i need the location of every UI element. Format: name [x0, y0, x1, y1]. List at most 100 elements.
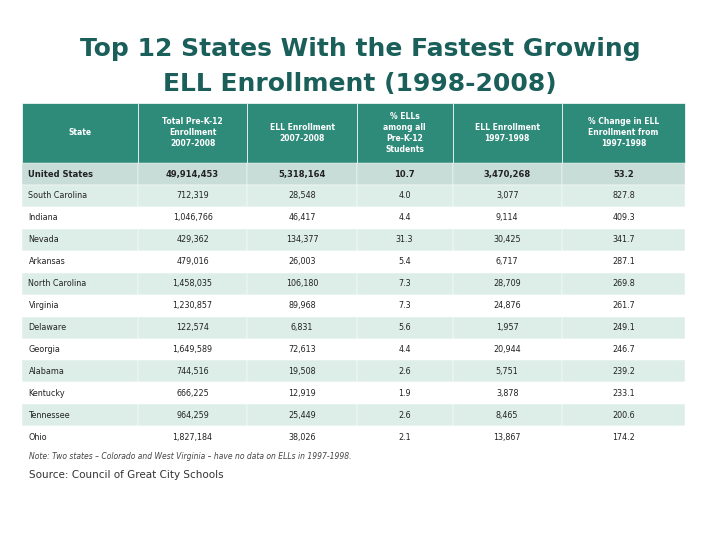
Text: 12,919: 12,919	[288, 389, 316, 398]
Text: 827.8: 827.8	[612, 192, 635, 200]
Text: 20,944: 20,944	[493, 345, 521, 354]
Bar	[138, 316, 248, 339]
Text: 1,827,184: 1,827,184	[173, 433, 212, 442]
Text: Note: Two states – Colorado and West Virginia – have no data on ELLs in 1997-199: Note: Two states – Colorado and West Vir…	[29, 452, 351, 461]
Text: 1,957: 1,957	[496, 323, 518, 332]
Text: 1,458,035: 1,458,035	[173, 279, 212, 288]
Text: State: State	[68, 129, 91, 137]
Text: 49,914,453: 49,914,453	[166, 170, 219, 179]
Text: Alabama: Alabama	[29, 367, 64, 376]
Text: 4.0: 4.0	[398, 192, 411, 200]
Text: 5.4: 5.4	[398, 257, 411, 266]
Text: ELL Enrollment (1998-2008): ELL Enrollment (1998-2008)	[163, 72, 557, 96]
Bar	[562, 207, 685, 229]
Text: 246.7: 246.7	[612, 345, 635, 354]
Bar	[562, 251, 685, 273]
Bar	[453, 382, 562, 404]
Bar	[453, 339, 562, 361]
Bar	[22, 207, 138, 229]
Text: 712,319: 712,319	[176, 192, 209, 200]
Text: 6,717: 6,717	[496, 257, 518, 266]
Text: 341.7: 341.7	[612, 235, 635, 244]
Bar	[138, 251, 248, 273]
Bar	[453, 361, 562, 382]
Bar	[248, 207, 357, 229]
Text: 134,377: 134,377	[286, 235, 318, 244]
Text: 744,516: 744,516	[176, 367, 209, 376]
Bar	[138, 185, 248, 207]
Bar	[453, 185, 562, 207]
Text: ELL Enrollment
2007-2008: ELL Enrollment 2007-2008	[269, 123, 335, 143]
Bar	[357, 382, 452, 404]
Bar	[357, 339, 452, 361]
Bar	[22, 404, 138, 426]
Bar	[562, 163, 685, 185]
Bar	[357, 273, 452, 295]
Text: Total Pre-K-12
Enrollment
2007-2008: Total Pre-K-12 Enrollment 2007-2008	[162, 117, 223, 148]
Bar	[248, 251, 357, 273]
Text: 5.6: 5.6	[398, 323, 411, 332]
Bar	[562, 339, 685, 361]
Text: 53.2: 53.2	[613, 170, 634, 179]
Text: Virginia: Virginia	[29, 301, 59, 310]
Text: 31.3: 31.3	[396, 235, 413, 244]
Text: % ELLs
among all
Pre-K-12
Students: % ELLs among all Pre-K-12 Students	[383, 112, 426, 154]
Text: % Change in ELL
Enrollment from
1997-1998: % Change in ELL Enrollment from 1997-199…	[588, 117, 659, 148]
Bar	[138, 207, 248, 229]
Bar	[357, 361, 452, 382]
Bar	[138, 426, 248, 448]
Text: 233.1: 233.1	[612, 389, 635, 398]
Bar	[357, 103, 452, 163]
Bar	[562, 273, 685, 295]
Bar	[248, 426, 357, 448]
Text: 409.3: 409.3	[612, 213, 635, 222]
Text: 6,831: 6,831	[291, 323, 313, 332]
Bar	[138, 103, 248, 163]
Text: 3,077: 3,077	[496, 192, 518, 200]
Text: 7.3: 7.3	[398, 279, 411, 288]
Text: 89,968: 89,968	[288, 301, 316, 310]
Bar	[22, 273, 138, 295]
Bar	[357, 207, 452, 229]
Bar	[138, 273, 248, 295]
Bar	[248, 382, 357, 404]
Text: 1,046,766: 1,046,766	[173, 213, 212, 222]
Text: 1,230,857: 1,230,857	[173, 301, 212, 310]
Text: Arkansas: Arkansas	[29, 257, 66, 266]
Bar	[248, 295, 357, 316]
Bar	[562, 404, 685, 426]
Bar	[357, 295, 452, 316]
Text: 239.2: 239.2	[612, 367, 635, 376]
Text: Tennessee: Tennessee	[29, 411, 70, 420]
Bar	[22, 103, 138, 163]
Text: 5,318,164: 5,318,164	[279, 170, 325, 179]
Text: Delaware: Delaware	[29, 323, 66, 332]
Text: 9,114: 9,114	[496, 213, 518, 222]
Bar	[453, 316, 562, 339]
Text: 26,003: 26,003	[288, 257, 316, 266]
Text: 30,425: 30,425	[493, 235, 521, 244]
Text: 269.8: 269.8	[612, 279, 635, 288]
Text: 249.1: 249.1	[612, 323, 635, 332]
Bar	[562, 316, 685, 339]
Bar	[248, 339, 357, 361]
Text: 5,751: 5,751	[496, 367, 518, 376]
Text: 28,709: 28,709	[493, 279, 521, 288]
Text: 7.3: 7.3	[398, 301, 411, 310]
Bar	[22, 361, 138, 382]
Text: 3,878: 3,878	[496, 389, 518, 398]
Bar	[138, 339, 248, 361]
Bar	[357, 185, 452, 207]
Bar	[22, 229, 138, 251]
Text: STUDENT ACHIEVEMENT PARTNERS  |  ACHIEVETHECORE.ORG: STUDENT ACHIEVEMENT PARTNERS | ACHIEVETH…	[29, 517, 307, 525]
Bar	[248, 316, 357, 339]
Text: 106,180: 106,180	[286, 279, 318, 288]
Text: 38,026: 38,026	[288, 433, 316, 442]
Text: North Carolina: North Carolina	[29, 279, 86, 288]
Text: Indiana: Indiana	[29, 213, 58, 222]
Bar	[357, 404, 452, 426]
Text: 2.6: 2.6	[398, 367, 411, 376]
Bar	[357, 163, 452, 185]
Bar	[562, 229, 685, 251]
Text: 964,259: 964,259	[176, 411, 209, 420]
